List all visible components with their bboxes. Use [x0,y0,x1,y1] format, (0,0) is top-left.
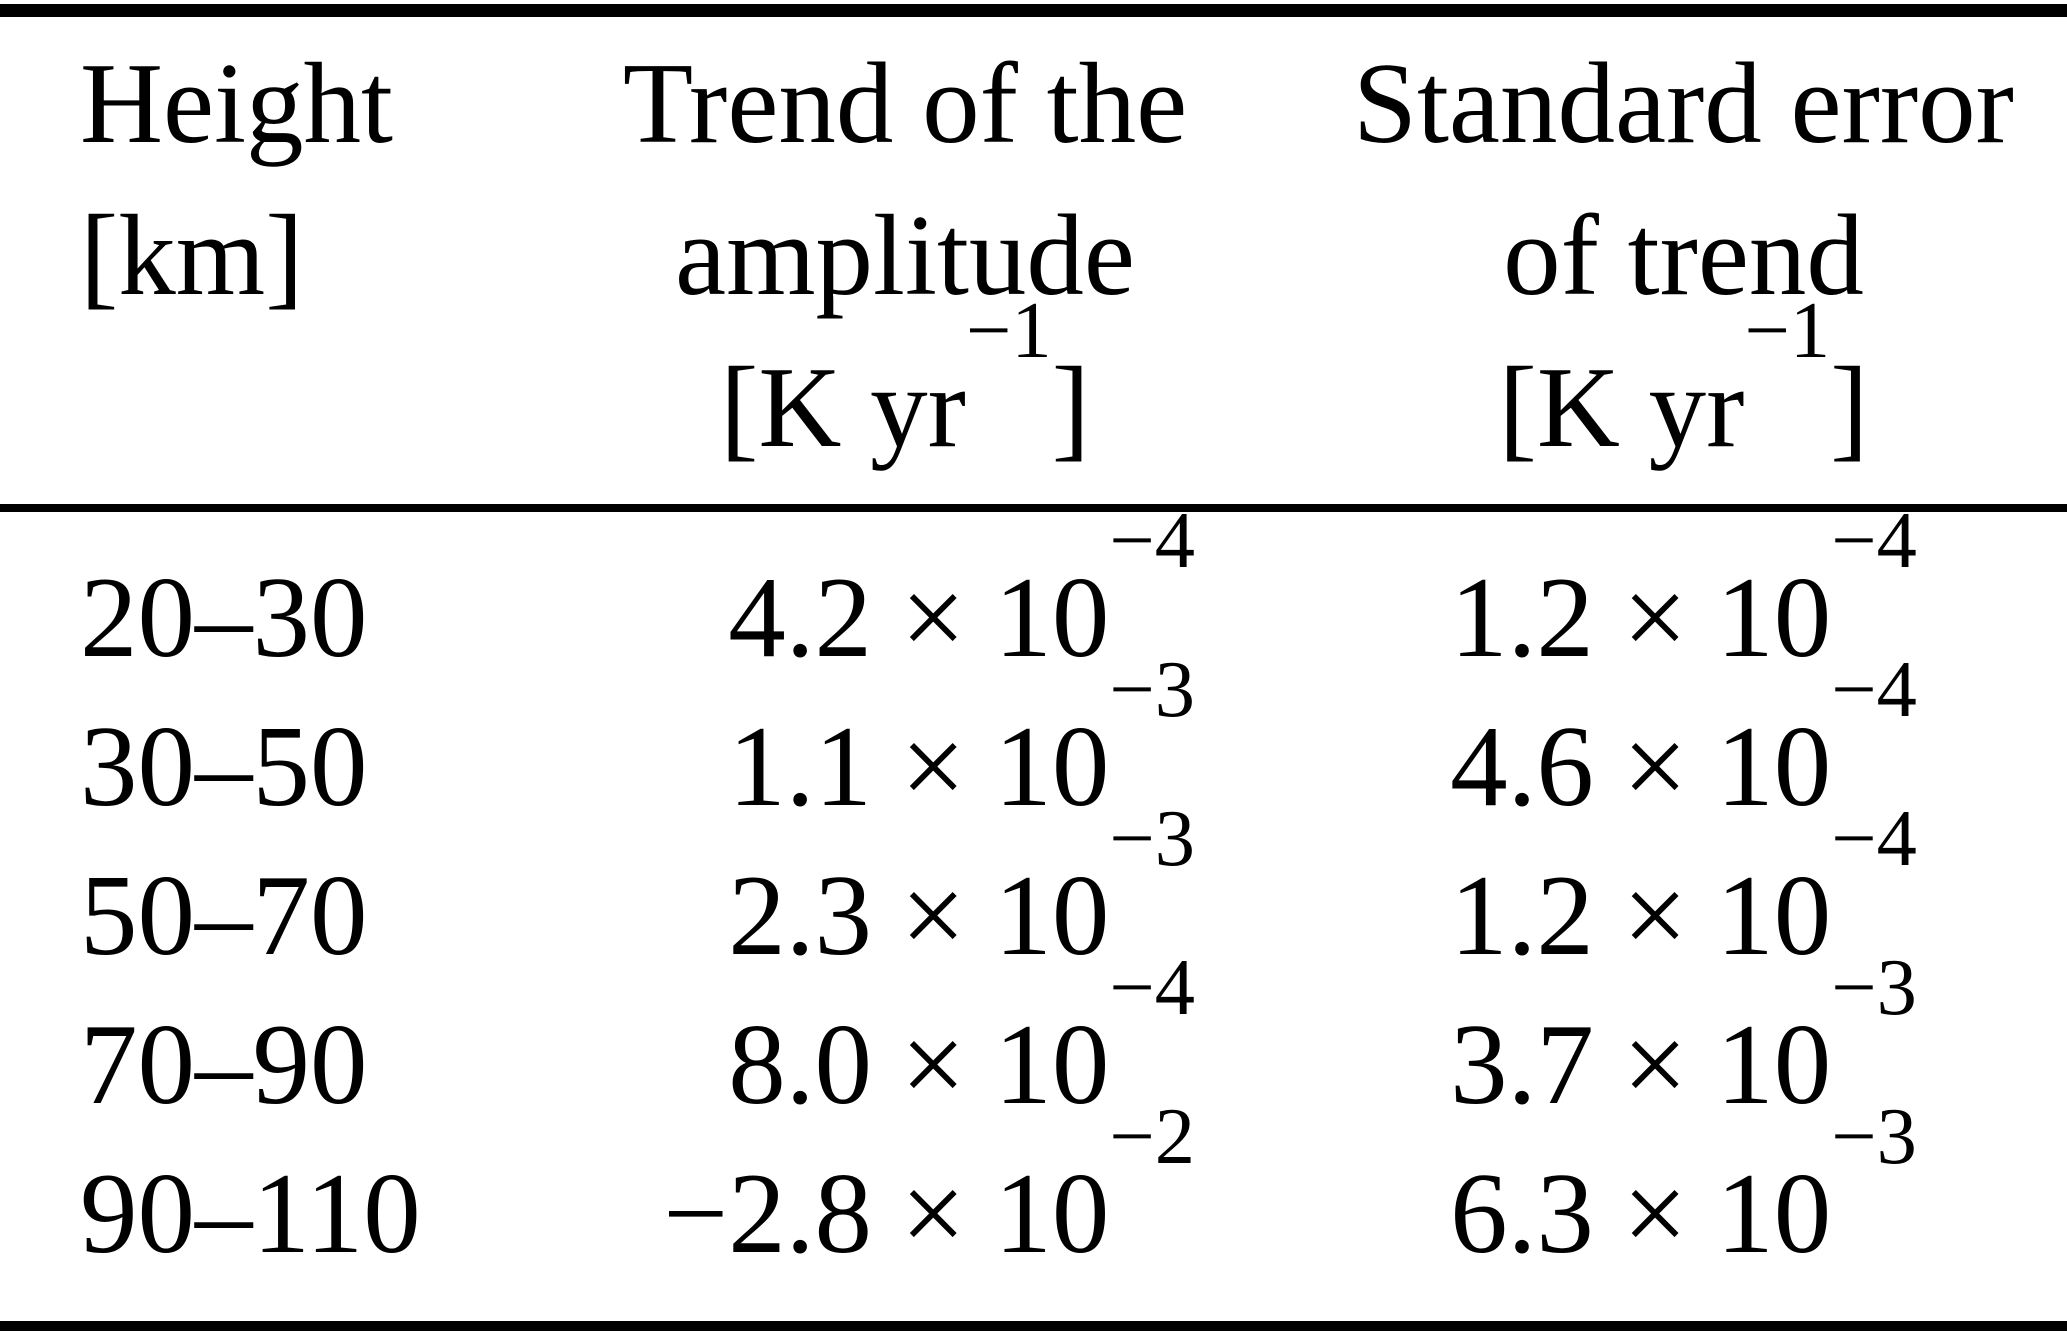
exponent: −4 [1109,942,1195,1032]
exponent: −1 [965,285,1052,375]
trend-cell: 4.2 × 10−4 [728,495,1195,681]
exponent: −4 [1109,495,1195,585]
table-row: 30–50 1.1 × 10−3 4.6 × 10−4 [0,644,2067,841]
stderr-cell: 3.7 × 10−3 [1450,942,1917,1128]
header-line: Trend of the [622,40,1188,167]
exponent: −4 [1831,793,1917,883]
exponent: −3 [1109,644,1195,734]
height-cell: 90–110 [80,1150,421,1277]
trend-cell: 2.3 × 10−3 [728,793,1195,979]
unit-label: [K yr−1] [1498,285,1869,471]
table-row: 20–30 4.2 × 10−4 1.2 × 10−4 [0,495,2067,692]
height-cell: 30–50 [80,703,368,830]
header-line: of trend [1503,192,1864,319]
header-line: Standard error [1353,40,2014,167]
table-mid-rule [0,504,2067,512]
table-body: 20–30 4.2 × 10−4 1.2 × 10−4 30–50 1.1 × 10−3… [0,495,2067,1288]
column-header-stderr: Standard error of trend [K yr−1] [1270,28,2067,484]
trend-cell: 8.0 × 10−4 [728,942,1195,1128]
trend-cell: 1.1 × 10−3 [728,644,1195,830]
stderr-cell: 1.2 × 10−4 [1450,793,1917,979]
column-header-trend: Trend of the amplitude [K yr−1] [500,28,1270,484]
exponent: −4 [1831,495,1917,585]
table-bottom-rule [0,1321,2067,1331]
table-row: 90–110 −2.8 × 10−2 6.3 × 10−3 [0,1091,2067,1288]
height-cell: 20–30 [80,554,368,681]
stderr-cell: 6.3 × 10−3 [1450,1091,1917,1277]
table-header: Height [km] Trend of the amplitude [K yr… [0,28,2067,484]
header-line: amplitude [675,192,1135,319]
height-cell: 50–70 [80,852,368,979]
table-top-rule [0,4,2067,17]
header-line: Height [80,40,393,167]
header-line: [km] [80,192,304,319]
table-row: 70–90 8.0 × 10−4 3.7 × 10−3 [0,942,2067,1139]
exponent: −1 [1744,285,1831,375]
exponent: −2 [1109,1091,1195,1181]
stderr-cell: 4.6 × 10−4 [1450,644,1917,830]
stderr-cell: 1.2 × 10−4 [1450,495,1917,681]
exponent: −3 [1831,1091,1917,1181]
height-cell: 70–90 [80,1001,368,1128]
exponent: −3 [1831,942,1917,1032]
exponent: −4 [1831,644,1917,734]
trend-cell: −2.8 × 10−2 [663,1091,1195,1277]
unit-label: [K yr−1] [720,285,1090,471]
column-header-height: Height [km] [0,28,500,484]
header-line-spacer [80,332,500,484]
exponent: −3 [1109,793,1195,883]
table-row: 50–70 2.3 × 10−3 1.2 × 10−4 [0,793,2067,990]
